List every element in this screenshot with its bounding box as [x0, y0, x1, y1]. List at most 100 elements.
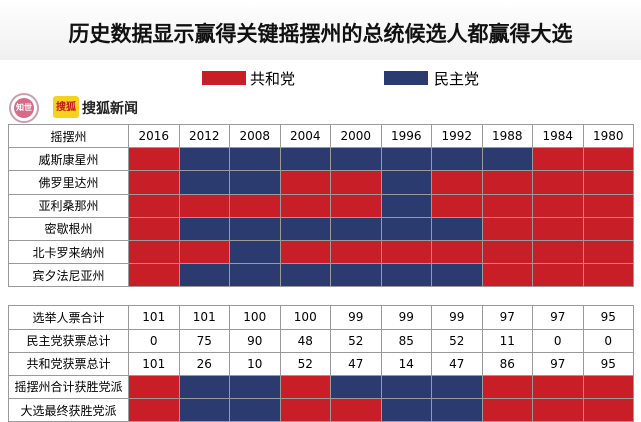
winner-cell-1980 — [582, 263, 634, 288]
outcome-cell-1988 — [481, 398, 533, 422]
year-header-2008: 2008 — [229, 123, 281, 149]
totals-value-1988: 86 — [481, 351, 533, 376]
winner-cell-1988 — [481, 216, 533, 241]
state-row: 亚利桑那州 — [8, 193, 634, 218]
state-row: 北卡罗来纳州 — [8, 239, 634, 265]
header-row: 摇摆州 2016 2012 2008 2004 2000 1996 1992 1988 1984 1… — [8, 123, 634, 149]
winner-cell-1992 — [431, 216, 483, 241]
winner-cell-2008 — [229, 216, 281, 241]
winner-cell-2000 — [330, 216, 382, 241]
spacer-row — [8, 286, 634, 307]
outcome-cell-2012 — [178, 374, 230, 400]
totals-value-1996: 99 — [380, 305, 432, 330]
outcome-cell-2016 — [128, 374, 180, 400]
winner-cell-2000 — [330, 147, 382, 172]
winner-cell-2008 — [229, 170, 281, 195]
state-row: 宾夕法尼亚州 — [8, 263, 634, 288]
winner-cell-2004 — [279, 216, 331, 241]
totals-value-1984: 0 — [532, 328, 584, 353]
winner-cell-1992 — [431, 147, 483, 172]
winner-cell-1992 — [431, 263, 483, 288]
winner-cell-2012 — [178, 147, 230, 172]
totals-label: 民主党获票总计 — [8, 328, 129, 353]
outcome-cell-2008 — [229, 374, 281, 400]
winner-cell-2016 — [128, 239, 180, 265]
winner-cell-1984 — [532, 216, 584, 241]
totals-value-1996: 14 — [380, 351, 432, 376]
state-label: 亚利桑那州 — [8, 193, 129, 218]
legend-republican-label: 共和党 — [250, 70, 296, 88]
winner-cell-2012 — [178, 263, 230, 288]
legend-democrat-swatch — [384, 71, 428, 85]
totals-value-2004: 48 — [279, 328, 331, 353]
winner-cell-1996 — [380, 239, 432, 265]
zhishi-logo-icon: 知世 — [9, 93, 39, 123]
year-header-2000: 2000 — [330, 123, 382, 149]
year-header-1988: 1988 — [481, 123, 533, 149]
state-label: 宾夕法尼亚州 — [8, 263, 129, 288]
legend-democrat-label: 民主党 — [434, 70, 480, 88]
legend-republican-swatch — [202, 71, 246, 85]
outcome-row: 大选最终获胜党派 — [8, 398, 634, 422]
outcome-cell-1992 — [431, 398, 483, 422]
winner-cell-2000 — [330, 193, 382, 218]
totals-value-1984: 97 — [532, 351, 584, 376]
totals-value-2016: 101 — [128, 351, 180, 376]
winner-cell-1980 — [582, 193, 634, 218]
totals-value-1988: 97 — [481, 305, 533, 330]
outcome-cell-1996 — [380, 398, 432, 422]
outcome-cell-1984 — [532, 374, 584, 400]
winner-cell-1996 — [380, 170, 432, 195]
totals-value-2000: 52 — [330, 328, 382, 353]
state-label: 密歇根州 — [8, 216, 129, 241]
winner-cell-2016 — [128, 193, 180, 218]
zhishi-logo-text: 知世 — [14, 98, 34, 118]
year-header-2004: 2004 — [279, 123, 331, 149]
outcome-row: 摇摆州合计获胜党派 — [8, 374, 634, 400]
totals-value-1996: 85 — [380, 328, 432, 353]
totals-value-1980: 0 — [582, 328, 634, 353]
year-header-1980: 1980 — [582, 123, 634, 149]
totals-value-2016: 101 — [128, 305, 180, 330]
outcome-cell-1988 — [481, 374, 533, 400]
winner-cell-2004 — [279, 263, 331, 288]
totals-value-2008: 10 — [229, 351, 281, 376]
winner-cell-1988 — [481, 239, 533, 265]
state-row: 佛罗里达州 — [8, 170, 634, 195]
winner-cell-1988 — [481, 263, 533, 288]
totals-row: 共和党获票总计 101 26 10 52 47 14 47 86 97 95 — [8, 351, 634, 376]
totals-row: 选举人票合计 101 101 100 100 99 99 99 97 97 95 — [8, 305, 634, 330]
totals-value-2000: 99 — [330, 305, 382, 330]
winner-cell-1988 — [481, 147, 533, 172]
state-row: 密歇根州 — [8, 216, 634, 241]
outcome-cell-2000 — [330, 374, 382, 400]
state-row: 威斯康星州 — [8, 147, 634, 172]
totals-row: 民主党获票总计 0 75 90 48 52 85 52 11 0 0 — [8, 328, 634, 353]
totals-value-2000: 47 — [330, 351, 382, 376]
totals-value-2008: 90 — [229, 328, 281, 353]
year-header-2012: 2012 — [178, 123, 230, 149]
winner-cell-2012 — [178, 170, 230, 195]
winner-cell-2016 — [128, 147, 180, 172]
outcome-cell-1984 — [532, 398, 584, 422]
winner-cell-1992 — [431, 193, 483, 218]
winner-cell-2012 — [178, 193, 230, 218]
winner-cell-2008 — [229, 147, 281, 172]
year-header-1992: 1992 — [431, 123, 483, 149]
winner-cell-2000 — [330, 239, 382, 265]
winner-cell-2008 — [229, 239, 281, 265]
outcome-cell-2016 — [128, 398, 180, 422]
winner-cell-2012 — [178, 239, 230, 265]
state-label: 北卡罗来纳州 — [8, 239, 129, 265]
totals-value-1992: 52 — [431, 328, 483, 353]
totals-value-2012: 101 — [178, 305, 230, 330]
winner-cell-2004 — [279, 170, 331, 195]
brand-name: 搜狐新闻 — [82, 101, 138, 117]
totals-value-2008: 100 — [229, 305, 281, 330]
year-header-1984: 1984 — [532, 123, 584, 149]
totals-value-2004: 52 — [279, 351, 331, 376]
winner-cell-1980 — [582, 147, 634, 172]
totals-value-2012: 75 — [178, 328, 230, 353]
outcome-cell-1992 — [431, 374, 483, 400]
winner-cell-2012 — [178, 216, 230, 241]
